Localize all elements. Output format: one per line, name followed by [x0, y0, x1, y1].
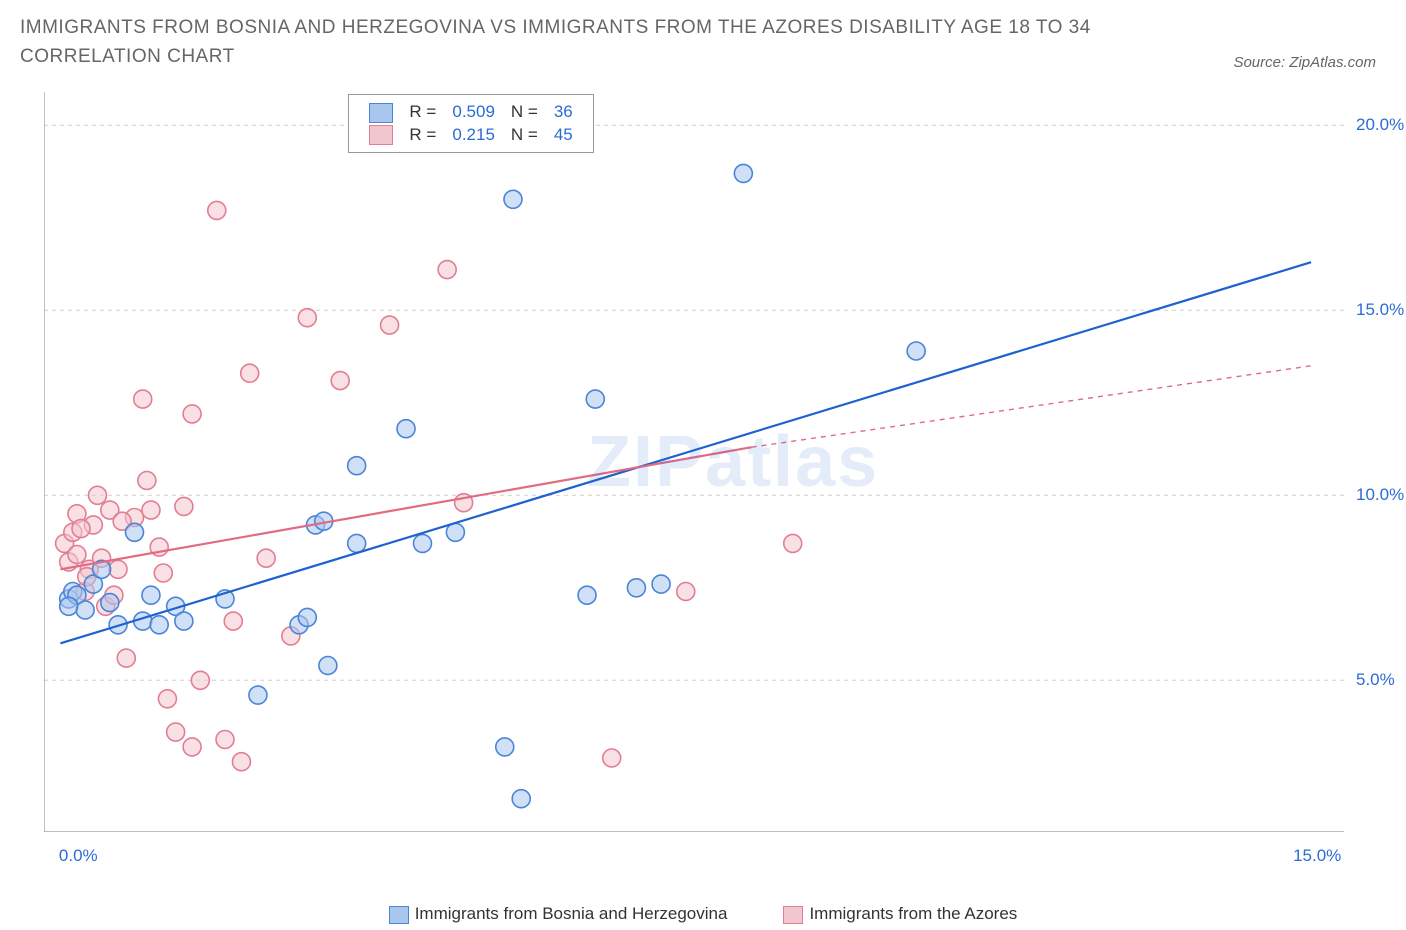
legend-stats-box: R =0.509N =36 R =0.215N =45	[348, 94, 593, 153]
legend-swatch-bosnia	[369, 103, 393, 123]
legend-label-azores: Immigrants from the Azores	[809, 904, 1017, 923]
legend-swatch-bosnia-bottom	[389, 906, 409, 924]
chart-area: ZIPatlas R =0.509N =36R =0.215N =45 5.0%…	[44, 92, 1376, 860]
legend-R-value-bosnia: 0.509	[444, 101, 503, 124]
source-label: Source: ZipAtlas.com	[1233, 54, 1376, 71]
scatter-plot-svg	[44, 92, 1344, 832]
y-tick-label: 15.0%	[1356, 300, 1404, 320]
legend-R-label: R =	[401, 124, 444, 147]
legend-swatch-azores	[369, 125, 393, 145]
legend-N-label: N =	[503, 124, 546, 147]
legend-item-azores: Immigrants from the Azores	[783, 904, 1017, 924]
legend-swatch-azores-bottom	[783, 906, 803, 924]
legend-R-label: R =	[401, 101, 444, 124]
legend-bottom: Immigrants from Bosnia and Herzegovina Im…	[0, 904, 1406, 924]
legend-N-value-bosnia: 36	[546, 101, 581, 124]
legend-label-bosnia: Immigrants from Bosnia and Herzegovina	[415, 904, 728, 923]
legend-N-value-azores: 45	[546, 124, 581, 147]
y-tick-label: 5.0%	[1356, 670, 1395, 690]
legend-R-value-azores: 0.215	[444, 124, 503, 147]
y-tick-label: 20.0%	[1356, 115, 1404, 135]
y-tick-label: 10.0%	[1356, 485, 1404, 505]
x-tick-label: 0.0%	[59, 846, 98, 866]
legend-item-bosnia: Immigrants from Bosnia and Herzegovina	[389, 904, 728, 924]
legend-N-label: N =	[503, 101, 546, 124]
x-tick-label: 15.0%	[1293, 846, 1341, 866]
chart-title: IMMIGRANTS FROM BOSNIA AND HERZEGOVINA V…	[20, 14, 1120, 71]
